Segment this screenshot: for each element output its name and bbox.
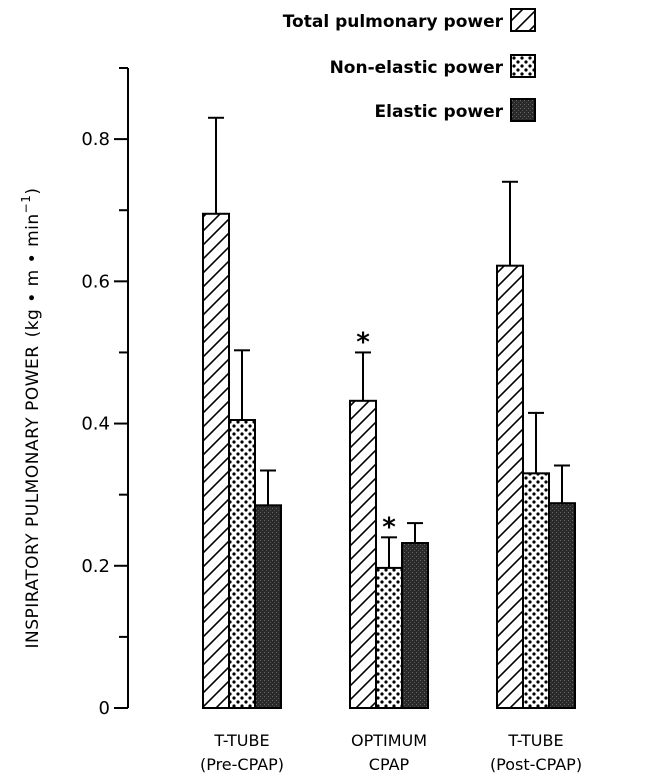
bar bbox=[349, 399, 377, 709]
y-axis-label-units: (kg • m • min bbox=[23, 213, 43, 337]
category-label-line2: (Pre-CPAP) bbox=[200, 755, 284, 774]
bar bbox=[548, 502, 576, 710]
legend-label: Non-elastic power bbox=[330, 58, 504, 78]
y-tick-label: 0.8 bbox=[81, 129, 110, 150]
category-label-line1: OPTIMUM bbox=[351, 731, 427, 750]
y-tick-label: 0.6 bbox=[81, 271, 110, 292]
y-axis: 0 0.2 0.4 0.6 0.8 bbox=[81, 67, 129, 719]
bar bbox=[202, 212, 230, 709]
significance-marker: * bbox=[382, 512, 396, 542]
y-tick-label: 0.2 bbox=[81, 556, 110, 577]
legend-swatch bbox=[510, 8, 536, 32]
y-tick-label: 0.4 bbox=[81, 414, 110, 435]
legend-label: Elastic power bbox=[375, 102, 504, 122]
bar bbox=[375, 566, 403, 710]
bars: ** bbox=[202, 116, 576, 710]
bar bbox=[496, 264, 524, 709]
bar bbox=[254, 504, 282, 710]
y-axis-label-exponent: −1 bbox=[19, 195, 33, 214]
legend-swatch bbox=[510, 54, 536, 78]
significance-marker: * bbox=[356, 327, 370, 357]
legend: Total pulmonary power Non-elastic power El… bbox=[283, 8, 536, 122]
y-axis-label-group: INSPIRATORY PULMONARY POWER (kg • m • min… bbox=[19, 188, 43, 649]
category-labels: T-TUBE (Pre-CPAP) OPTIMUM CPAP T-TUBE (Post-C… bbox=[200, 731, 582, 774]
bar bbox=[522, 472, 550, 710]
y-tick-label: 0 bbox=[99, 698, 110, 719]
bar bbox=[401, 542, 429, 709]
legend-swatch bbox=[510, 98, 536, 122]
bar bbox=[228, 419, 256, 709]
y-axis-label: INSPIRATORY PULMONARY POWER (kg • m • min… bbox=[19, 188, 43, 649]
category-label-line1: T-TUBE bbox=[213, 731, 269, 750]
y-axis-label-text: INSPIRATORY PULMONARY POWER bbox=[23, 345, 43, 648]
category-label-line2: CPAP bbox=[369, 755, 410, 774]
category-label-line2: (Post-CPAP) bbox=[490, 755, 582, 774]
legend-label: Total pulmonary power bbox=[283, 12, 504, 32]
category-label-line1: T-TUBE bbox=[507, 731, 563, 750]
y-axis-label-close: ) bbox=[23, 188, 43, 195]
